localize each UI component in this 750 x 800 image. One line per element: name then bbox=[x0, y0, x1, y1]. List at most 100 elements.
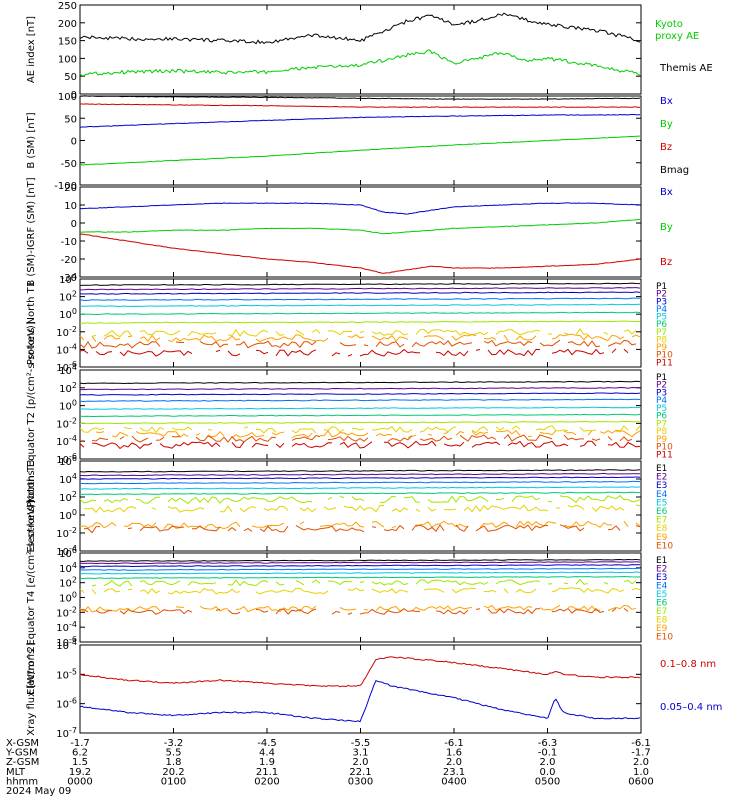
series-line bbox=[79, 656, 641, 688]
ephemeris-value: -1.7 bbox=[70, 738, 90, 749]
channel-line bbox=[159, 441, 221, 449]
channel-line bbox=[475, 524, 549, 532]
series-line bbox=[79, 202, 641, 215]
channel-line bbox=[483, 339, 533, 347]
y-tick-label: 20 bbox=[64, 183, 77, 194]
legend: Bx By Bz bbox=[660, 187, 673, 268]
legend-label: By bbox=[660, 222, 673, 233]
channel-line bbox=[275, 581, 285, 586]
y-axis-label: Protons Equator T2 [p/(cm²-s-sr-keV)] bbox=[26, 321, 37, 508]
channel-line bbox=[295, 329, 305, 336]
y-tick-label: 10 bbox=[64, 201, 77, 212]
channel-line bbox=[607, 441, 641, 448]
channel-line bbox=[347, 587, 365, 592]
ephemeris-value: -3.2 bbox=[164, 738, 184, 749]
channel-line bbox=[271, 431, 285, 436]
channel-line bbox=[79, 498, 97, 504]
channel-line bbox=[255, 587, 329, 595]
legend-label: P4 bbox=[656, 396, 667, 406]
channel-line bbox=[427, 495, 489, 503]
series-line bbox=[79, 113, 641, 128]
channel-line bbox=[251, 442, 269, 448]
y-tick-label: 102 bbox=[59, 381, 77, 395]
channel-line bbox=[103, 329, 133, 338]
legend-label: E5 bbox=[656, 590, 667, 600]
series-line bbox=[79, 233, 641, 274]
channel-line bbox=[483, 336, 497, 340]
channel-line bbox=[471, 441, 501, 448]
y-tick-label: 10-4 bbox=[56, 434, 77, 448]
y-tick-label: 10-6 bbox=[56, 697, 77, 711]
panel-xray: 10-7 10-6 10-5 10-4 Xray flux [W/m^2] 0.1–0.8… bbox=[26, 638, 722, 740]
y-tick-label: -50 bbox=[61, 159, 77, 170]
panel-protons-equator: 10-6 10-4 10-2 100 102 104 Protons Equator T2 … bbox=[26, 321, 673, 508]
channel-line bbox=[495, 426, 505, 431]
y-tick-label: -20 bbox=[61, 255, 77, 266]
y-tick-label: 104 bbox=[59, 272, 77, 286]
channel-line bbox=[227, 526, 237, 532]
ephemeris-value: 1.6 bbox=[446, 748, 462, 759]
legend-label: E6 bbox=[656, 507, 668, 517]
legend-label: Bx bbox=[660, 96, 673, 107]
channel-line bbox=[299, 507, 317, 513]
channel-line bbox=[351, 496, 365, 502]
ephemeris-value: 1.8 bbox=[166, 757, 182, 768]
ephemeris-value: 1.5 bbox=[72, 757, 88, 768]
ephemeris-value: -6.1 bbox=[444, 738, 464, 749]
ephemeris-value: 2.0 bbox=[540, 757, 556, 768]
channel-line bbox=[575, 328, 589, 336]
channel-line bbox=[79, 564, 641, 568]
channel-line bbox=[331, 352, 341, 357]
channel-line bbox=[79, 413, 641, 417]
channel-line bbox=[375, 605, 405, 612]
channel-line bbox=[291, 442, 333, 449]
y-tick-label: 10-4 bbox=[56, 620, 77, 634]
channel-line bbox=[79, 406, 640, 410]
channel-line bbox=[167, 587, 241, 595]
panel-frame bbox=[79, 4, 642, 95]
ephemeris-value: 19.2 bbox=[69, 767, 91, 778]
channel-line bbox=[371, 329, 409, 336]
channel-line bbox=[359, 330, 365, 334]
legend-label: E1 bbox=[656, 464, 667, 474]
channel-line bbox=[435, 350, 469, 357]
y-tick-label: 100 bbox=[58, 54, 77, 65]
channel-line bbox=[423, 335, 445, 341]
channel-line bbox=[607, 339, 637, 347]
legend-label: P7 bbox=[656, 328, 667, 338]
series-line bbox=[79, 12, 641, 45]
channel-line bbox=[371, 425, 413, 433]
ephemeris-value: 4.4 bbox=[259, 748, 275, 759]
channel-line bbox=[371, 580, 409, 586]
channel-line bbox=[80, 386, 641, 391]
channel-line bbox=[79, 486, 641, 490]
channel-line bbox=[207, 430, 225, 438]
channel-line bbox=[539, 430, 557, 436]
legend-label: P3 bbox=[656, 297, 667, 307]
channel-line bbox=[435, 609, 469, 615]
channel-line bbox=[371, 335, 409, 342]
channel-line bbox=[80, 571, 641, 575]
channel-line bbox=[547, 500, 553, 503]
y-tick-label: 102 bbox=[59, 576, 77, 590]
channel-line bbox=[419, 426, 457, 433]
channel-line bbox=[623, 579, 637, 585]
y-axis-label: Electrons Equator T4 [e/(cm²-s-sr-keV)] bbox=[26, 500, 37, 695]
legend-label: Bx bbox=[660, 187, 673, 198]
channel-line bbox=[79, 291, 641, 295]
channel-line bbox=[375, 433, 393, 437]
channel-line bbox=[207, 429, 213, 431]
channel-line bbox=[339, 606, 357, 611]
y-tick-label: 10-4 bbox=[56, 544, 77, 558]
legend-label: P8 bbox=[656, 335, 667, 345]
legend-label: E10 bbox=[656, 541, 673, 551]
y-tick-label: 106 bbox=[59, 454, 77, 468]
legend-label: E3 bbox=[656, 573, 667, 583]
ephemeris-value: 3.1 bbox=[353, 748, 369, 759]
legend-label: P4 bbox=[656, 305, 667, 315]
channel-line bbox=[235, 340, 317, 349]
channel-line bbox=[275, 442, 285, 448]
channel-line bbox=[323, 506, 337, 510]
y-tick-label: 102 bbox=[59, 490, 77, 504]
